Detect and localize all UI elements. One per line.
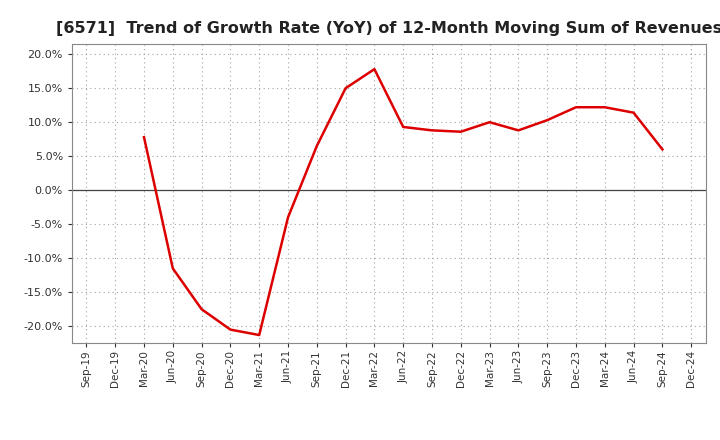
Title: [6571]  Trend of Growth Rate (YoY) of 12-Month Moving Sum of Revenues: [6571] Trend of Growth Rate (YoY) of 12-…	[55, 21, 720, 36]
